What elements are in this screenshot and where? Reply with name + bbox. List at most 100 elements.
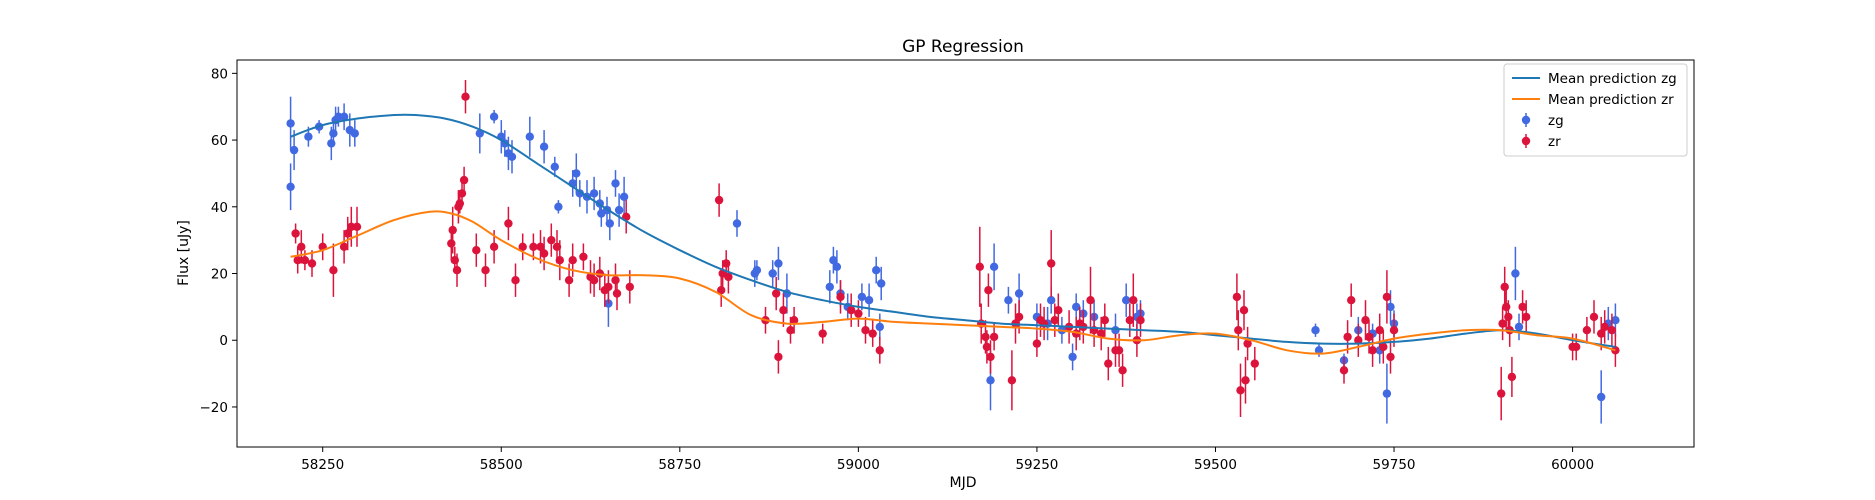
point-zg-20 <box>550 162 559 171</box>
y-tick-label-60: 60 <box>211 133 228 149</box>
point-zr-28 <box>539 249 549 258</box>
point-zg-24 <box>575 189 584 198</box>
point-zr-75 <box>1047 259 1056 268</box>
point-zr-86 <box>1104 359 1113 368</box>
point-zr-14 <box>452 266 462 275</box>
point-zr-23 <box>504 219 513 228</box>
point-zr-109 <box>1379 342 1388 352</box>
point-zg-67 <box>1311 326 1320 335</box>
point-zr-33 <box>568 256 577 265</box>
point-zr-53 <box>786 326 795 335</box>
point-zg-73 <box>1382 389 1392 398</box>
x-tick-label-58500: 58500 <box>480 457 523 473</box>
point-zg-47 <box>864 296 874 305</box>
point-zr-113 <box>1497 389 1506 398</box>
point-zr-19 <box>461 92 470 101</box>
y-axis: −20 0 20 40 60 80 <box>200 66 237 416</box>
point-zr-4 <box>307 259 317 268</box>
series-zg <box>286 96 1620 424</box>
point-zr-3 <box>300 256 310 265</box>
point-zr-121 <box>1522 312 1531 322</box>
point-zr-91 <box>1129 296 1138 305</box>
point-zr-8 <box>343 229 352 238</box>
point-zr-31 <box>555 256 564 265</box>
point-zr-84 <box>1097 329 1106 338</box>
x-tick-label-59000: 59000 <box>837 457 880 473</box>
point-zg-74 <box>1386 302 1395 312</box>
point-zr-10 <box>352 222 362 231</box>
point-zr-93 <box>1136 316 1145 325</box>
point-zr-24 <box>511 276 520 285</box>
point-zg-5 <box>327 139 336 148</box>
legend-label-zg: zg <box>1548 113 1564 129</box>
point-zr-6 <box>329 266 338 275</box>
point-zr-32 <box>564 276 574 285</box>
point-zr-39 <box>604 282 613 292</box>
point-zg-13 <box>489 112 499 121</box>
point-zr-115 <box>1500 282 1509 292</box>
x-tick-label-59750: 59750 <box>1373 457 1416 473</box>
point-zr-58 <box>854 309 863 318</box>
y-tick-label-40: 40 <box>211 200 228 216</box>
point-zr-128 <box>1607 326 1617 335</box>
point-zr-96 <box>1236 386 1245 395</box>
point-zr-71 <box>1014 312 1024 322</box>
point-zr-99 <box>1243 339 1252 348</box>
point-zg-2 <box>289 145 299 155</box>
point-zr-76 <box>1050 316 1060 325</box>
point-zg-46 <box>857 292 867 302</box>
point-zg-59 <box>1068 352 1077 362</box>
point-zg-48 <box>872 266 881 275</box>
point-zr-124 <box>1582 326 1592 335</box>
point-zg-51 <box>989 262 999 271</box>
point-zr-94 <box>1232 292 1242 302</box>
point-zr-29 <box>547 236 556 245</box>
point-zr-126 <box>1597 329 1606 338</box>
x-tick-label-59500: 59500 <box>1194 457 1237 473</box>
point-zr-45 <box>717 286 726 295</box>
point-zr-60 <box>868 329 877 338</box>
point-zr-64 <box>981 332 990 342</box>
point-zr-34 <box>579 252 588 261</box>
point-zr-57 <box>847 306 856 315</box>
point-zg-37 <box>752 266 762 275</box>
point-zr-97 <box>1239 306 1249 315</box>
point-zr-69 <box>1007 376 1017 385</box>
point-zr-114 <box>1498 319 1507 328</box>
point-zg-32 <box>611 179 620 188</box>
point-zr-111 <box>1386 352 1395 362</box>
legend-box <box>1503 63 1688 157</box>
legend-label-mean-prediction-zg: Mean prediction zg <box>1548 71 1677 87</box>
point-zr-82 <box>1086 296 1095 305</box>
point-zg-77 <box>1514 322 1524 332</box>
point-zr-117 <box>1504 312 1513 322</box>
mean-line-zg <box>290 113 1616 348</box>
point-zg-26 <box>589 189 599 198</box>
point-zg-23 <box>572 169 581 178</box>
series-zr <box>291 80 1620 421</box>
point-zg-41 <box>825 282 834 292</box>
point-zg-11 <box>350 129 359 138</box>
point-zr-41 <box>612 289 622 298</box>
point-zr-107 <box>1368 346 1377 355</box>
point-zg-60 <box>1072 302 1081 312</box>
point-zr-120 <box>1518 302 1527 312</box>
point-zr-127 <box>1600 322 1609 332</box>
point-zr-18 <box>459 175 469 185</box>
legend: Mean prediction zg Mean prediction zr zg zr <box>1503 63 1688 157</box>
point-zg-34 <box>619 192 629 201</box>
point-zr-59 <box>861 326 870 335</box>
point-zr-27 <box>536 242 545 251</box>
point-zg-17 <box>507 152 517 161</box>
point-zr-12 <box>448 225 457 235</box>
point-zr-110 <box>1382 292 1392 302</box>
point-zr-119 <box>1507 372 1517 382</box>
point-zr-11 <box>447 239 456 248</box>
point-zr-101 <box>1339 366 1349 375</box>
point-zr-123 <box>1572 342 1581 352</box>
point-zg-31 <box>605 219 614 228</box>
point-zr-88 <box>1114 346 1124 355</box>
point-zg-18 <box>525 132 534 141</box>
point-zr-2 <box>297 242 306 251</box>
point-zr-0 <box>291 229 300 238</box>
